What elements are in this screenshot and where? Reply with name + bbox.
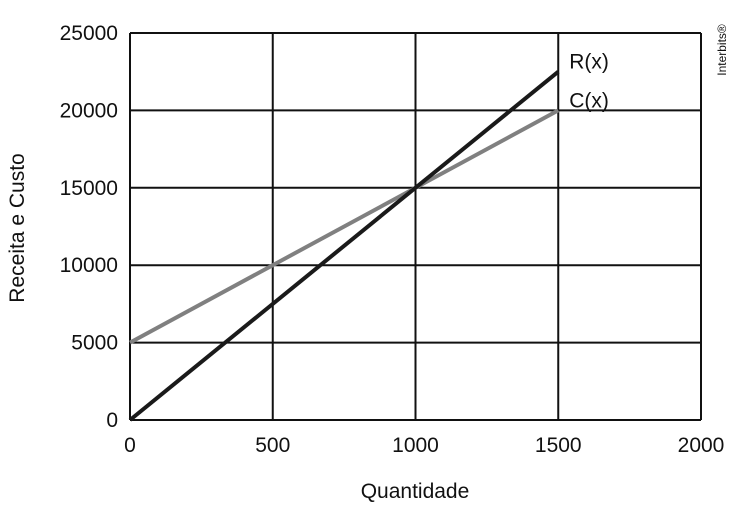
y-tick-labels: 0 5000 10000 15000 20000 25000 — [60, 22, 118, 432]
y-axis-title: Receita e Custo — [6, 153, 29, 302]
grid — [129, 32, 702, 421]
series-labels: R(x) C(x) — [569, 51, 609, 113]
x-tick-label: 2000 — [678, 434, 725, 457]
y-tick-label: 20000 — [60, 99, 118, 122]
x-tick-labels: 0 500 1000 1500 2000 — [124, 434, 724, 457]
x-tick-label: 0 — [124, 434, 136, 457]
series-label-0: R(x) — [569, 51, 609, 74]
series-line-1 — [129, 108, 560, 345]
y-tick-label: 25000 — [60, 22, 118, 45]
series-lines — [128, 70, 560, 422]
credit-text: Interbits® — [715, 24, 729, 76]
series-label-1: C(x) — [569, 89, 609, 112]
y-tick-label: 15000 — [60, 177, 118, 200]
series-line-0 — [128, 70, 560, 422]
y-tick-label: 0 — [106, 409, 118, 432]
x-tick-label: 1000 — [392, 434, 439, 457]
x-axis-title: Quantidade — [361, 480, 470, 503]
y-tick-label: 5000 — [71, 332, 118, 355]
x-tick-label: 500 — [255, 434, 290, 457]
x-tick-label: 1500 — [535, 434, 582, 457]
y-tick-label: 10000 — [60, 254, 118, 277]
